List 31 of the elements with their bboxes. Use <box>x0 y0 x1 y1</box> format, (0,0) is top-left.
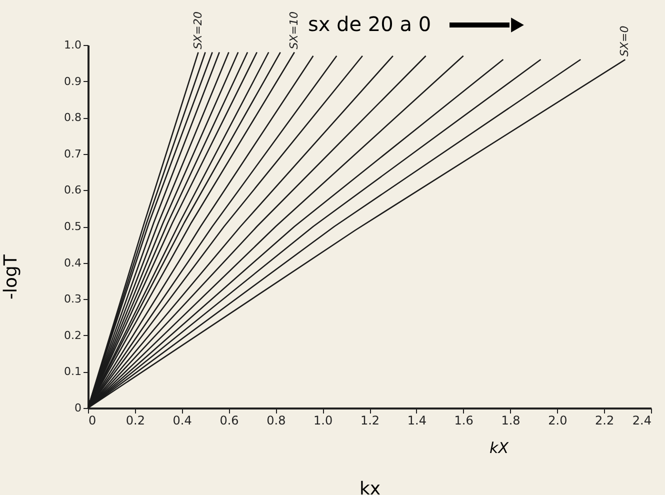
y-tick-label: 0.8 <box>64 111 82 124</box>
x-tick-label: 1.0 <box>314 414 333 428</box>
x-tick-label: 2.4 <box>632 414 652 428</box>
y-tick-label: 0.7 <box>64 147 82 160</box>
y-tick-label: 0.2 <box>64 328 82 342</box>
y-tick-label: 0.4 <box>64 256 82 270</box>
x-axis-title: kx <box>359 478 381 495</box>
x-tick-label: 0.2 <box>126 414 145 428</box>
y-axis-title: -logT <box>0 254 22 300</box>
y-tick-label: 0.1 <box>64 365 82 378</box>
y-tick-label: 0.9 <box>64 74 82 88</box>
x-tick-label: 0.4 <box>172 414 192 428</box>
y-tick-label: 1.0 <box>64 38 82 52</box>
annotation: SX=20 <box>191 12 204 50</box>
text: sx de 20 a 0 <box>308 12 432 36</box>
annotation: SX=0 <box>618 26 632 57</box>
x-tick-label: 2.2 <box>595 414 614 428</box>
y-tick-label: 0.6 <box>64 184 82 197</box>
x-tick-label: 0 <box>88 414 96 428</box>
annotation: SX=10 <box>287 12 300 50</box>
y-tick-label: 0.3 <box>64 292 82 306</box>
text: kX <box>490 439 510 457</box>
y-tick-label: 0.5 <box>64 220 82 233</box>
x-tick-label: 1.2 <box>360 414 380 428</box>
x-tick-label: 1.8 <box>501 414 520 428</box>
x-tick-label: 0.8 <box>266 414 286 428</box>
x-tick-label: 0.6 <box>220 414 239 428</box>
x-tick-label: 1.6 <box>454 414 474 428</box>
x-tick-label: 1.4 <box>407 414 426 428</box>
y-tick-label: 0 <box>74 402 82 414</box>
x-tick-label: 2.0 <box>548 414 568 428</box>
